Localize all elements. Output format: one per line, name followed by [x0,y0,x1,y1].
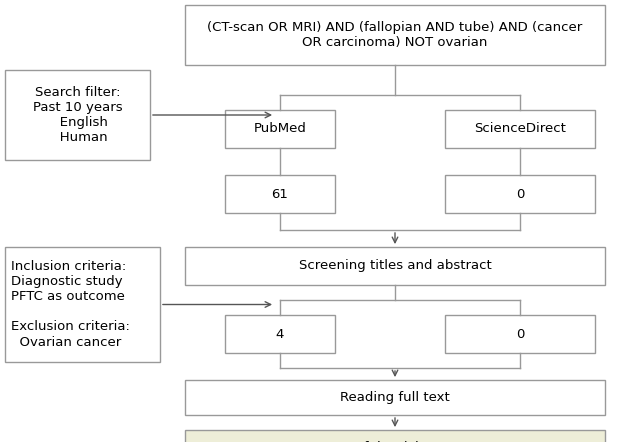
Text: Useful articles: 2: Useful articles: 2 [339,441,451,442]
Text: Reading full text: Reading full text [340,391,450,404]
Text: Search filter:
Past 10 years
   English
   Human: Search filter: Past 10 years English Hum… [33,86,123,144]
FancyBboxPatch shape [445,175,595,213]
Text: 0: 0 [516,187,524,201]
Text: 0: 0 [516,328,524,340]
FancyBboxPatch shape [225,175,335,213]
FancyBboxPatch shape [445,315,595,353]
Text: ScienceDirect: ScienceDirect [474,122,566,136]
FancyBboxPatch shape [185,247,605,285]
Text: Screening titles and abstract: Screening titles and abstract [299,259,491,273]
FancyBboxPatch shape [185,430,605,442]
Text: PubMed: PubMed [254,122,307,136]
Text: 4: 4 [276,328,284,340]
FancyBboxPatch shape [185,380,605,415]
FancyBboxPatch shape [185,5,605,65]
FancyBboxPatch shape [225,110,335,148]
FancyBboxPatch shape [5,247,160,362]
FancyBboxPatch shape [445,110,595,148]
Text: Inclusion criteria:
Diagnostic study
PFTC as outcome

Exclusion criteria:
  Ovar: Inclusion criteria: Diagnostic study PFT… [11,260,130,348]
Text: 61: 61 [272,187,289,201]
FancyBboxPatch shape [5,70,150,160]
Text: (CT-scan OR MRI) AND (fallopian AND tube) AND (cancer
OR carcinoma) NOT ovarian: (CT-scan OR MRI) AND (fallopian AND tube… [207,21,583,49]
FancyBboxPatch shape [225,315,335,353]
